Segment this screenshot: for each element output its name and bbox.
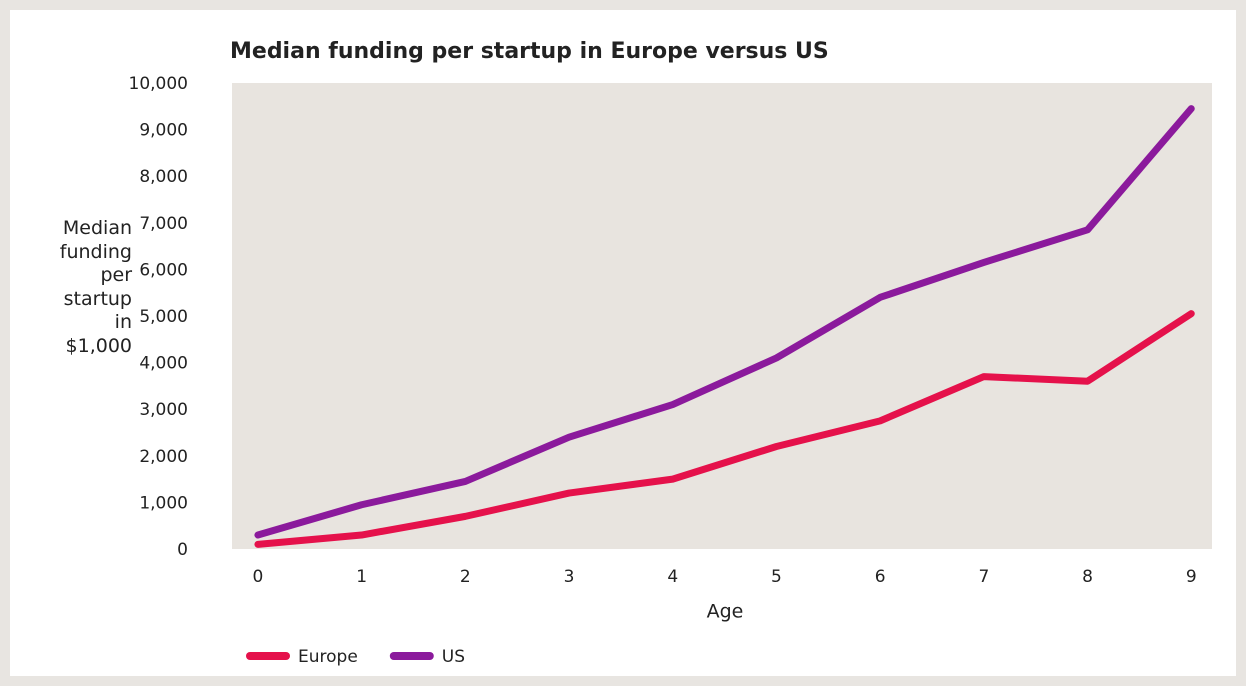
x-tick-label: 4 — [667, 567, 678, 587]
legend-label: US — [442, 647, 465, 667]
plot-area — [232, 83, 1212, 549]
x-tick-label: 5 — [771, 567, 782, 587]
y-tick-label: 7,000 — [139, 214, 188, 234]
y-tick-label: 1,000 — [139, 493, 188, 513]
chart-title: Median funding per startup in Europe ver… — [230, 39, 829, 64]
x-tick-label: 8 — [1082, 567, 1093, 587]
y-axis-label: Median funding per startup in $1,000 — [59, 217, 132, 357]
line-series — [254, 310, 1195, 548]
y-tick-label: 3,000 — [139, 400, 188, 420]
chart: Median funding per startup in Europe ver… — [129, 39, 1212, 667]
x-tick-label: 0 — [253, 567, 264, 587]
legend-label: Europe — [298, 647, 358, 667]
x-tick-label: 2 — [460, 567, 471, 587]
y-tick-label: 8,000 — [139, 167, 188, 187]
y-tick-label: 6,000 — [139, 260, 188, 280]
x-tick-label: 7 — [978, 567, 989, 587]
x-axis-label: Age — [707, 601, 744, 623]
line-series — [254, 105, 1195, 539]
card: Median funding per startup in Europe ver… — [10, 10, 1236, 676]
y-tick-label: 4,000 — [139, 354, 188, 374]
x-tick-label: 1 — [356, 567, 367, 587]
x-tick-label: 3 — [564, 567, 575, 587]
x-tick-label: 9 — [1186, 567, 1197, 587]
x-tick-label: 6 — [875, 567, 886, 587]
y-tick-label: 0 — [177, 540, 188, 560]
y-tick-label: 5,000 — [139, 307, 188, 327]
y-tick-label: 9,000 — [139, 121, 188, 141]
y-tick-label: 2,000 — [139, 447, 188, 467]
y-tick-label: 10,000 — [129, 74, 188, 94]
